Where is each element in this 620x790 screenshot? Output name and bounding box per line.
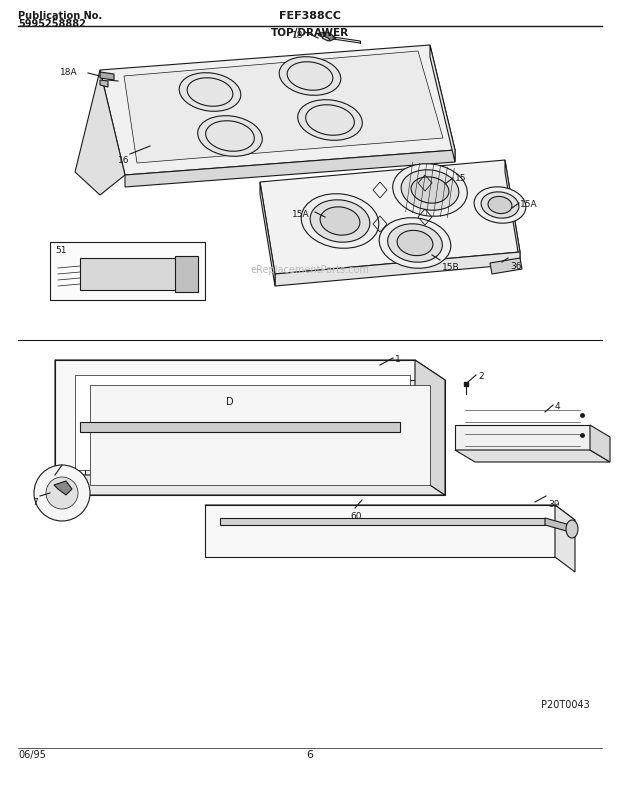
Polygon shape	[205, 505, 555, 557]
Polygon shape	[55, 360, 85, 495]
Ellipse shape	[320, 207, 360, 235]
Text: eReplacementParts.com: eReplacementParts.com	[250, 265, 370, 275]
Polygon shape	[124, 51, 443, 163]
Text: 39: 39	[548, 500, 559, 509]
Text: 60: 60	[350, 512, 361, 521]
Text: 4: 4	[555, 402, 560, 411]
Polygon shape	[555, 505, 575, 572]
Text: FEF388CC: FEF388CC	[279, 11, 341, 21]
Text: 51: 51	[55, 246, 66, 255]
Text: 15A: 15A	[292, 210, 309, 219]
Text: 7: 7	[32, 498, 38, 507]
Text: 15A: 15A	[520, 200, 538, 209]
Ellipse shape	[379, 218, 451, 269]
Polygon shape	[260, 182, 275, 286]
Text: 18: 18	[291, 31, 303, 40]
Polygon shape	[54, 481, 72, 495]
Text: 2: 2	[478, 372, 484, 381]
Text: 06/95: 06/95	[18, 750, 46, 760]
Ellipse shape	[488, 197, 512, 213]
Text: 18A: 18A	[60, 68, 78, 77]
Ellipse shape	[397, 231, 433, 256]
Polygon shape	[455, 450, 610, 462]
Polygon shape	[55, 475, 445, 495]
Polygon shape	[75, 70, 125, 195]
Polygon shape	[415, 360, 445, 495]
Polygon shape	[205, 505, 575, 520]
Text: 15B: 15B	[442, 263, 459, 272]
Polygon shape	[100, 80, 108, 87]
Ellipse shape	[566, 520, 578, 538]
Polygon shape	[505, 160, 520, 264]
Polygon shape	[55, 360, 415, 475]
Polygon shape	[100, 45, 455, 175]
Text: 1: 1	[395, 355, 401, 364]
Text: TOP/DRAWER: TOP/DRAWER	[271, 28, 349, 38]
Ellipse shape	[179, 73, 241, 111]
Text: 16: 16	[118, 156, 130, 165]
Polygon shape	[125, 150, 455, 187]
Polygon shape	[80, 258, 190, 290]
Ellipse shape	[310, 200, 370, 243]
Polygon shape	[175, 256, 198, 292]
Ellipse shape	[388, 224, 442, 262]
Text: 36: 36	[510, 262, 521, 271]
Ellipse shape	[301, 194, 379, 248]
Ellipse shape	[411, 177, 449, 203]
Polygon shape	[430, 45, 455, 162]
Ellipse shape	[279, 57, 341, 96]
Text: 15: 15	[455, 174, 466, 183]
Polygon shape	[318, 32, 336, 41]
Text: P20T0043: P20T0043	[541, 700, 590, 710]
Polygon shape	[545, 518, 570, 532]
Text: 6: 6	[306, 750, 314, 760]
Ellipse shape	[198, 115, 262, 156]
Ellipse shape	[474, 186, 526, 224]
Polygon shape	[50, 242, 205, 300]
Ellipse shape	[401, 170, 459, 210]
Polygon shape	[100, 72, 114, 80]
Polygon shape	[220, 518, 545, 525]
Circle shape	[46, 477, 78, 509]
Polygon shape	[85, 380, 445, 495]
Circle shape	[34, 465, 90, 521]
Polygon shape	[55, 360, 445, 380]
Ellipse shape	[298, 100, 362, 141]
Polygon shape	[80, 422, 400, 432]
Polygon shape	[590, 425, 610, 462]
Polygon shape	[322, 36, 330, 41]
Text: 5995258882: 5995258882	[18, 19, 86, 29]
Ellipse shape	[392, 164, 467, 216]
Ellipse shape	[481, 192, 519, 218]
Polygon shape	[275, 252, 520, 286]
Text: Publication No.: Publication No.	[18, 11, 102, 21]
Text: D: D	[226, 397, 234, 407]
Polygon shape	[455, 425, 590, 450]
Polygon shape	[490, 258, 522, 274]
Polygon shape	[90, 385, 430, 485]
Polygon shape	[260, 160, 520, 274]
Polygon shape	[75, 375, 410, 470]
